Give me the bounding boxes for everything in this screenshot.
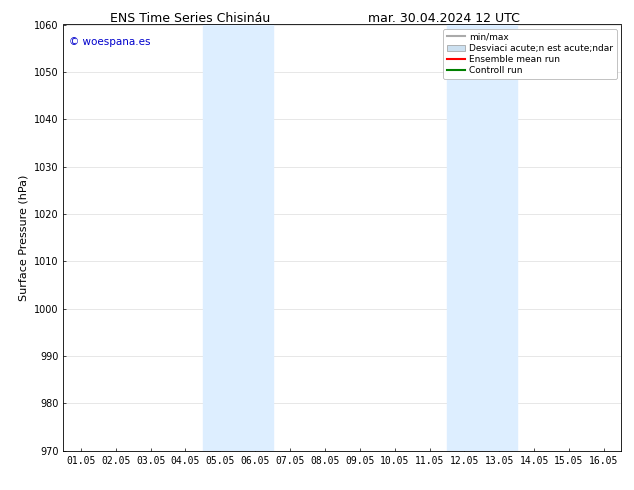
Legend: min/max, Desviaci acute;n est acute;ndar, Ensemble mean run, Controll run: min/max, Desviaci acute;n est acute;ndar…: [443, 29, 617, 79]
Bar: [203, 24, 273, 451]
Text: mar. 30.04.2024 12 UTC: mar. 30.04.2024 12 UTC: [368, 12, 520, 25]
Y-axis label: Surface Pressure (hPa): Surface Pressure (hPa): [18, 174, 29, 301]
Text: © woespana.es: © woespana.es: [69, 37, 150, 48]
Text: ENS Time Series Chisináu: ENS Time Series Chisináu: [110, 12, 270, 25]
Bar: [447, 24, 517, 451]
